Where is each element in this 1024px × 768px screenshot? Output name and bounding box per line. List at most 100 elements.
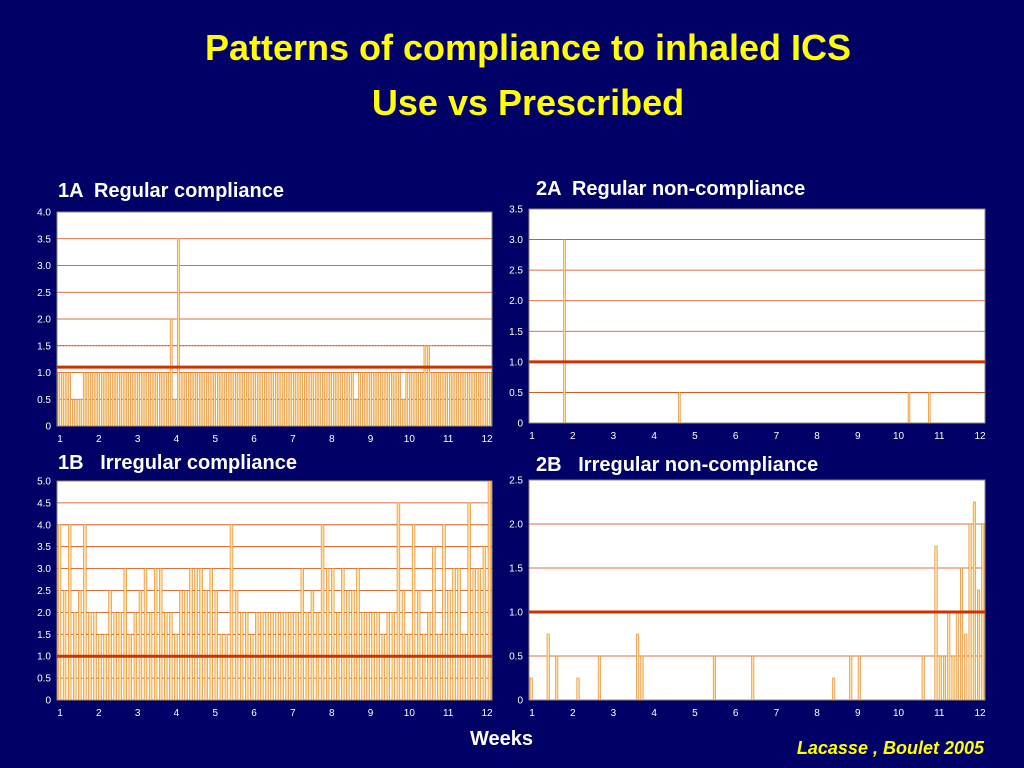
bar [477,568,482,701]
bar [103,634,107,701]
bar [406,634,411,701]
bar [169,318,173,427]
bar [849,655,853,701]
bar [68,372,71,427]
bar [921,655,925,701]
bar [597,655,601,701]
bar [61,372,64,427]
bar [423,345,427,427]
bar [267,372,271,427]
y-tick-label: 1.5 [37,630,51,641]
y-tick-label: 2.0 [509,296,523,307]
x-tick-label: 6 [733,708,739,719]
bar [173,398,177,427]
bar [184,372,187,427]
bar [108,372,111,427]
bar [144,372,148,427]
bar [938,655,942,701]
bar [179,590,183,701]
x-tick-label: 11 [443,434,454,445]
bar [86,372,90,427]
x-tick-label: 2 [96,708,102,719]
bar [278,372,282,427]
bar [166,372,169,427]
bar [955,611,959,701]
x-tick-label: 9 [855,431,861,442]
x-tick-label: 5 [212,434,218,445]
bar [90,372,93,427]
x-tick-label: 10 [893,708,905,719]
y-tick-label: 2.5 [509,476,523,487]
x-tick-label: 6 [251,708,257,719]
bar [459,372,463,427]
bar [411,524,416,701]
bar [396,502,401,701]
chart-1b-irregular-compliance: 00.51.01.52.02.53.03.54.04.55.01 2 3 4 5 6 7 8 9… [37,477,493,720]
bar [427,345,430,427]
y-tick-label: 1.0 [37,652,51,663]
bar [229,524,234,701]
x-tick-label: 2 [570,431,576,442]
plot-area [528,479,986,701]
bar [351,590,355,701]
bar [250,634,254,701]
x-tick-label: 1 [57,708,63,719]
bar [79,398,82,427]
bar [336,372,340,427]
bar [209,568,213,701]
bar [470,372,474,427]
bar [249,372,253,427]
y-tick-label: 2.5 [37,586,51,597]
bar [101,372,104,427]
bar [246,372,249,427]
bar [434,372,438,427]
panel-title-1a: 1A Regular compliance [58,180,284,202]
x-tick-label: 11 [934,431,945,442]
y-tick-label: 3.0 [37,261,51,272]
bar [472,568,476,701]
bar [260,372,264,427]
bar [485,372,488,427]
bar [857,655,861,701]
bar [529,677,533,701]
bar [381,634,385,701]
x-tick-label: 2 [96,434,102,445]
bar [430,372,434,427]
bar [300,372,303,427]
bar [391,372,394,427]
bar [340,372,343,427]
slide-title-line2: Use vs Prescribed [371,82,685,123]
bar [275,372,278,427]
bar [383,372,387,427]
y-tick-label: 1.0 [509,357,523,368]
bar [191,372,195,427]
bar [213,372,216,427]
bar [420,372,423,427]
bar [285,372,289,427]
bar [162,372,166,427]
x-tick-label: 3 [135,434,141,445]
bar [463,372,467,427]
y-tick-label: 5.0 [37,477,51,488]
x-tick-label: 10 [404,434,416,445]
y-tick-label: 2.0 [37,608,51,619]
x-tick-label: 1 [57,434,63,445]
bar [964,633,968,701]
bar [341,568,345,701]
y-tick-label: 4.0 [37,208,51,219]
bar [329,372,332,427]
bar [289,372,293,427]
y-tick-label: 3.5 [37,234,51,245]
y-tick-label: 0.5 [509,652,523,663]
bar [369,372,372,427]
bar [234,590,239,701]
y-tick-label: 0 [45,696,51,707]
bar [180,372,184,427]
bar [209,372,213,427]
bar [636,633,640,701]
bar [445,372,448,427]
bar [555,655,559,701]
bar [159,568,163,701]
bar [347,372,351,427]
bar [467,372,470,427]
